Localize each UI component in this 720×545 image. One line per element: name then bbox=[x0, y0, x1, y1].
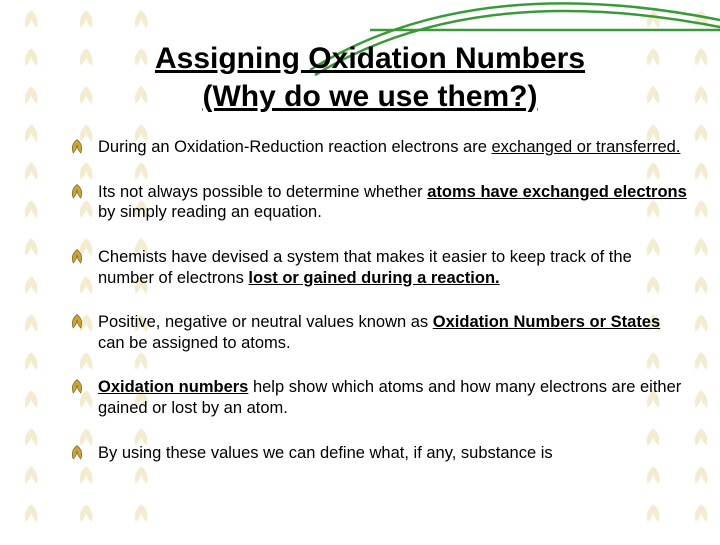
bullet-item: Positive, negative or neutral values kno… bbox=[70, 312, 690, 353]
title-line-1: Assigning Oxidation Numbers bbox=[155, 42, 585, 75]
bullet-item: By using these values we can define what… bbox=[70, 443, 690, 464]
slide-content: Assigning Oxidation Numbers (Why do we u… bbox=[0, 0, 720, 463]
bullet-text: exchanged or transferred. bbox=[491, 138, 680, 156]
bullet-text: Oxidation Numbers or States bbox=[433, 313, 660, 331]
leaf-bullet-icon bbox=[68, 183, 86, 201]
leaf-bullet-icon bbox=[68, 248, 86, 266]
bullet-item: Oxidation numbers help show which atoms … bbox=[70, 377, 690, 418]
leaf-bullet-icon bbox=[68, 378, 86, 396]
bullet-item: Its not always possible to determine whe… bbox=[70, 182, 690, 223]
slide-title: Assigning Oxidation Numbers (Why do we u… bbox=[50, 40, 690, 115]
bullet-text: by simply reading an equation. bbox=[98, 203, 322, 221]
bullet-text: By using these values we can define what… bbox=[98, 444, 553, 462]
bullet-text: Oxidation numbers bbox=[98, 378, 248, 396]
leaf-bullet-icon bbox=[68, 138, 86, 156]
bullet-text: atoms have exchanged electrons bbox=[427, 183, 687, 201]
bullet-text: Its not always possible to determine whe… bbox=[98, 183, 427, 201]
bullet-item: Chemists have devised a system that make… bbox=[70, 247, 690, 288]
leaf-bullet-icon bbox=[68, 444, 86, 462]
bullet-text: can be assigned to atoms. bbox=[98, 334, 291, 352]
bullet-item: During an Oxidation-Reduction reaction e… bbox=[70, 137, 690, 158]
bullet-list: During an Oxidation-Reduction reaction e… bbox=[70, 137, 690, 463]
title-line-2: (Why do we use them?) bbox=[202, 80, 537, 113]
bullet-text: lost or gained during a reaction. bbox=[248, 269, 499, 287]
bullet-text: During an Oxidation-Reduction reaction e… bbox=[98, 138, 491, 156]
leaf-bullet-icon bbox=[68, 313, 86, 331]
bullet-text: Positive, negative or neutral values kno… bbox=[98, 313, 433, 331]
